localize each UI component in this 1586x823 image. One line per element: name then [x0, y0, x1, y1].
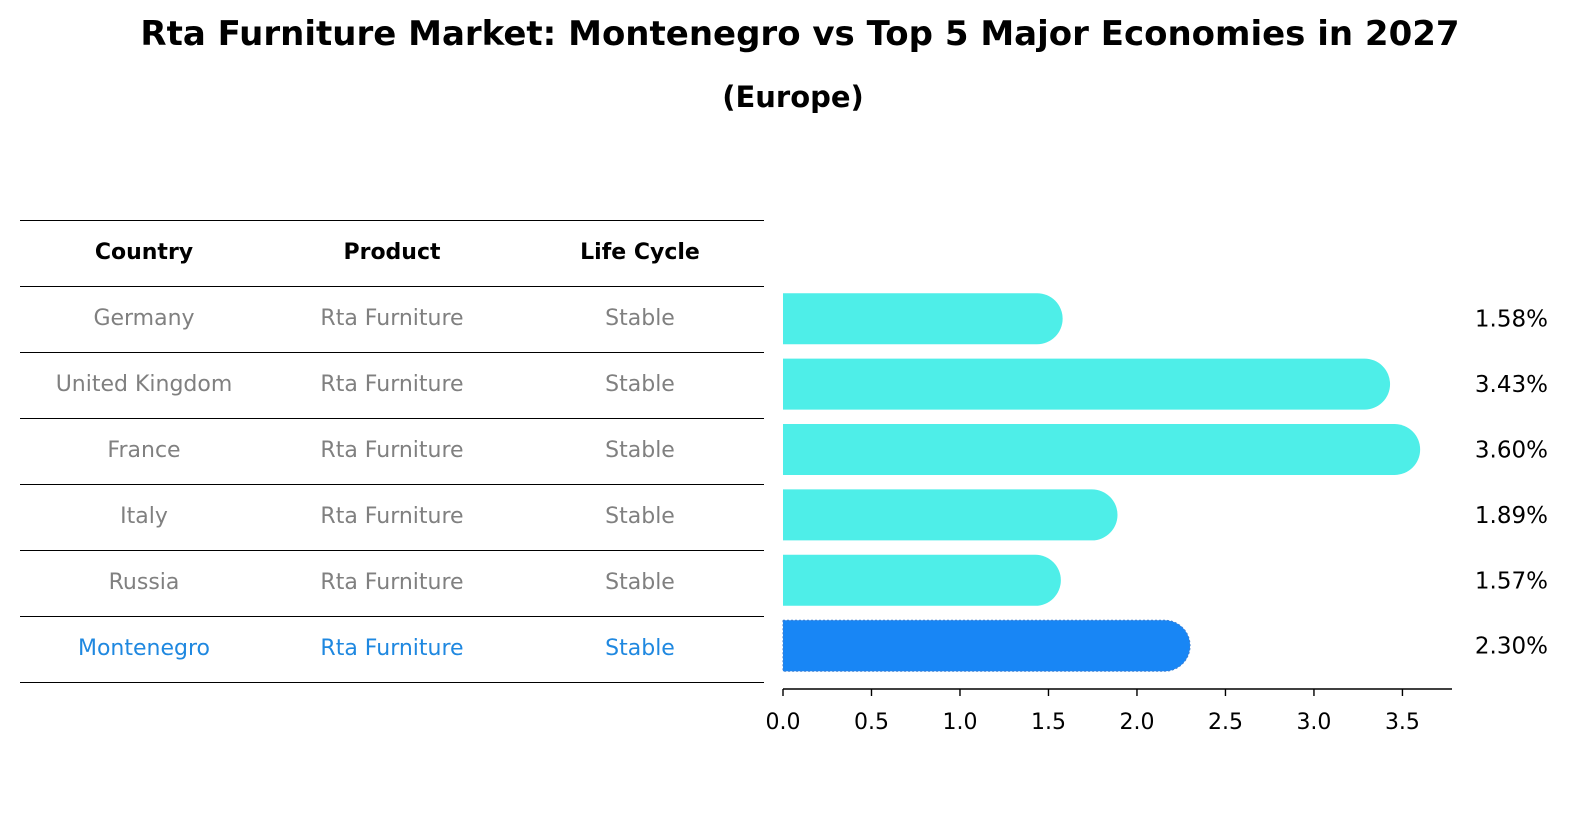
data-label: 3.60%	[1475, 438, 1548, 464]
table-rule	[20, 616, 764, 618]
data-label: 1.57%	[1475, 568, 1548, 594]
x-tick-label: 1.0	[942, 710, 977, 735]
bar-russia	[783, 554, 1061, 606]
bar-montenegro	[782, 619, 1191, 672]
bar-germany	[783, 293, 1063, 345]
table-cell-life-cycle: Stable	[605, 438, 675, 463]
table-cell-product: Rta Furniture	[320, 636, 464, 661]
x-tick-label: 3.0	[1296, 710, 1331, 735]
data-label: 1.58%	[1475, 307, 1548, 333]
table-cell-life-cycle: Stable	[605, 636, 675, 661]
table-rule	[20, 352, 764, 354]
x-tick-label: 0.0	[766, 710, 801, 735]
table-rule	[20, 682, 764, 684]
table-cell-product: Rta Furniture	[320, 372, 464, 397]
table-cell-product: Rta Furniture	[320, 504, 464, 529]
bar-united-kingdom	[783, 358, 1391, 410]
bar-france	[783, 424, 1421, 475]
x-tick-label: 2.0	[1119, 710, 1154, 735]
chart-subtitle: (Europe)	[722, 80, 864, 114]
table-cell-country: Russia	[108, 570, 180, 595]
table-cell-country: United Kingdom	[55, 372, 233, 397]
table-cell-country: Montenegro	[77, 636, 210, 661]
table-rule	[20, 484, 764, 486]
table-cell-life-cycle: Stable	[605, 570, 675, 595]
table-rule	[20, 418, 764, 420]
table-header-cell: Product	[343, 240, 441, 265]
data-label: 2.30%	[1475, 634, 1548, 660]
table-cell-country: France	[107, 438, 181, 463]
x-tick-label: 1.5	[1031, 710, 1066, 735]
x-tick-label: 2.5	[1208, 710, 1243, 735]
table-rule	[20, 286, 764, 288]
table-cell-product: Rta Furniture	[320, 438, 464, 463]
table-cell-life-cycle: Stable	[605, 306, 675, 331]
x-tick-label: 0.5	[854, 710, 889, 735]
table-cell-life-cycle: Stable	[605, 504, 675, 529]
chart-title: Rta Furniture Market: Montenegro vs Top …	[140, 14, 1460, 54]
table-cell-life-cycle: Stable	[605, 372, 675, 397]
table-cell-product: Rta Furniture	[320, 570, 464, 595]
bar-italy	[783, 489, 1118, 541]
table-cell-country: Italy	[120, 504, 168, 529]
data-label: 3.43%	[1475, 372, 1548, 398]
data-label: 1.89%	[1475, 503, 1548, 529]
table-header-cell: Country	[94, 240, 194, 265]
table-rule	[20, 220, 764, 222]
table-cell-country: Germany	[93, 306, 195, 331]
table-cell-product: Rta Furniture	[320, 306, 464, 331]
table-rule	[20, 550, 764, 552]
table-header-cell: Life Cycle	[580, 240, 700, 265]
x-tick-label: 3.5	[1385, 710, 1420, 735]
